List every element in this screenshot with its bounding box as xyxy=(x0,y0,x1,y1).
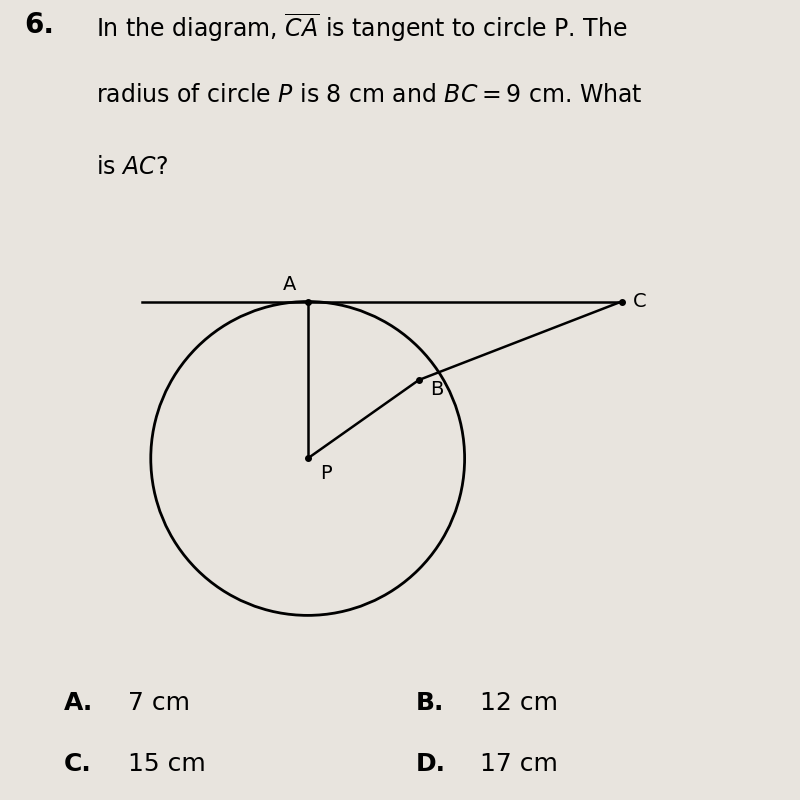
Text: 12 cm: 12 cm xyxy=(480,691,558,715)
Text: B: B xyxy=(430,380,444,398)
Text: A.: A. xyxy=(64,691,94,715)
Text: is $AC$?: is $AC$? xyxy=(96,154,168,178)
Text: 7 cm: 7 cm xyxy=(128,691,190,715)
Text: D.: D. xyxy=(416,752,446,776)
Text: A: A xyxy=(282,275,296,294)
Text: C: C xyxy=(633,292,647,311)
Text: 15 cm: 15 cm xyxy=(128,752,206,776)
Text: P: P xyxy=(320,464,332,482)
Text: 17 cm: 17 cm xyxy=(480,752,558,776)
Text: 6.: 6. xyxy=(24,11,54,39)
Text: radius of circle $P$ is 8 cm and $BC = 9$ cm. What: radius of circle $P$ is 8 cm and $BC = 9… xyxy=(96,83,642,107)
Text: In the diagram, $\overline{CA}$ is tangent to circle P. The: In the diagram, $\overline{CA}$ is tange… xyxy=(96,11,627,44)
Text: C.: C. xyxy=(64,752,92,776)
Text: B.: B. xyxy=(416,691,444,715)
